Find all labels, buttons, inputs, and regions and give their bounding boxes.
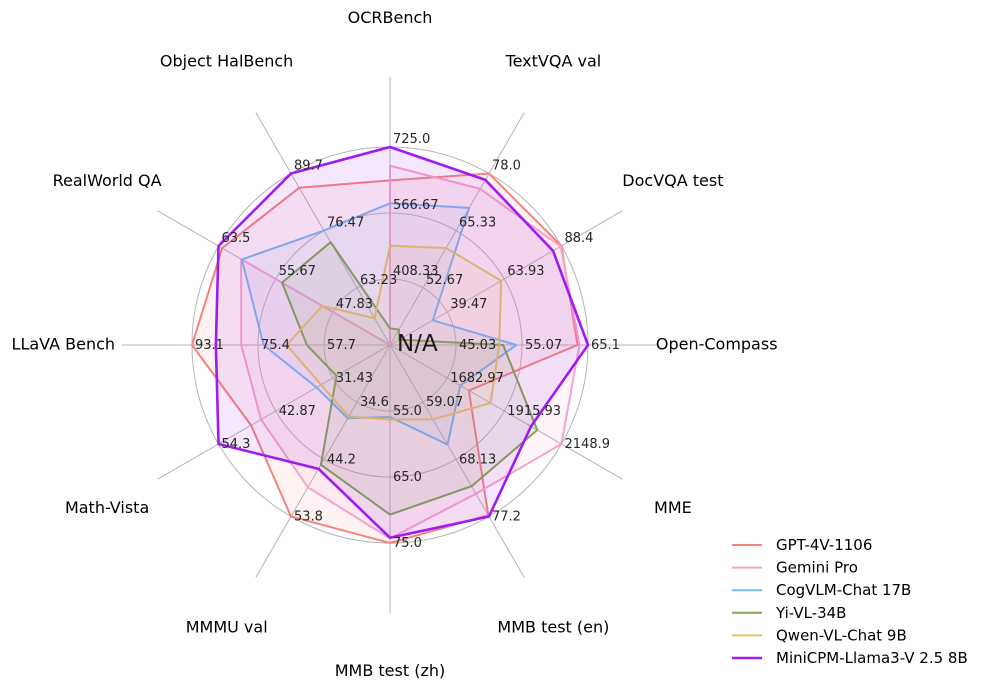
legend-label-qwen-vl-chat-9b: Qwen-VL-Chat 9B: [776, 626, 907, 644]
tick-label-object-halbench-1: 63.23: [360, 273, 397, 288]
axis-label-textvqa-val: TextVQA val: [505, 52, 602, 71]
axis-label-llava-bench: LLaVA Bench: [12, 335, 115, 354]
tick-label-mme-2: 1915.93: [507, 404, 561, 419]
tick-label-docvqa-test-2: 63.93: [507, 264, 544, 279]
tick-label-docvqa-test-1: 39.47: [450, 297, 487, 312]
axis-spoke-mme: [389, 344, 623, 480]
axis-spoke-mmb-test-en: [389, 344, 525, 578]
tick-label-mme-3: 2148.9: [565, 437, 611, 452]
tick-label-textvqa-val-1: 52.67: [426, 273, 463, 288]
axis-label-mme: MME: [654, 498, 692, 517]
axis-labels-group: OCRBench TextVQA val DocVQA test Open-Compa…: [12, 8, 778, 680]
tick-label-math-vista-1: 31.43: [336, 371, 373, 386]
tick-labels-group: 408.33 566.67 725.0 52.67 65.33 78.0 39.47 63.9…: [195, 132, 620, 551]
tick-label-llava-bench-3: 93.1: [195, 338, 224, 353]
axis-label-ocrbench: OCRBench: [348, 8, 433, 27]
tick-label-open-compass-3: 65.1: [591, 338, 620, 353]
tick-label-math-vista-2: 42.87: [279, 404, 316, 419]
tick-label-realworld-qa-2: 55.67: [279, 264, 316, 279]
series-polygon-minicpm-llama3-v-2-5-8b: [214, 145, 590, 540]
axis-spoke-docvqa-test: [389, 210, 623, 346]
tick-label-object-halbench-2: 76.47: [327, 216, 364, 231]
tick-label-mmb-test-en-3: 77.2: [492, 510, 521, 525]
legend-label-gpt-4v-1106: GPT-4V-1106: [776, 536, 872, 554]
axis-label-math-vista: Math-Vista: [65, 498, 149, 517]
tick-label-textvqa-val-3: 78.0: [492, 159, 521, 174]
legend-label-cogvlm-chat-17b: CogVLM-Chat 17B: [776, 581, 911, 599]
tick-label-ocrbench-3: 725.0: [393, 132, 430, 147]
tick-label-mme-1: 1682.97: [450, 371, 504, 386]
tick-label-docvqa-test-3: 88.4: [565, 231, 594, 246]
tick-label-mmb-test-zh-2: 65.0: [393, 470, 422, 485]
axis-label-open-compass: Open-Compass: [656, 335, 778, 354]
series-polygon-cogvlm-chat-17b: [240, 202, 518, 446]
legend-label-yi-vl-34b: Yi-VL-34B: [775, 604, 846, 622]
tick-label-object-halbench-3: 89.7: [294, 159, 323, 174]
tick-label-open-compass-1: 45.03: [459, 338, 496, 353]
legend-label-gemini-pro: Gemini Pro: [776, 559, 858, 577]
axis-spoke-object-halbench: [255, 112, 391, 346]
tick-label-ocrbench-1: 408.33: [393, 264, 439, 279]
axis-label-mmb-test-zh: MMB test (zh): [335, 661, 446, 680]
tick-label-llava-bench-2: 75.4: [261, 338, 290, 353]
axis-spoke-mmmu-val: [255, 344, 391, 578]
axis-label-mmb-test-en: MMB test (en): [497, 617, 609, 636]
tick-label-mmmu-val-1: 34.6: [360, 395, 389, 410]
legend: GPT-4V-1106 Gemini Pro CogVLM-Chat 17B Yi-V…: [732, 536, 968, 667]
tick-label-textvqa-val-2: 65.33: [459, 216, 496, 231]
series-polygon-yi-vl-34b: [281, 241, 539, 516]
axis-spoke-textvqa-val: [389, 112, 525, 346]
tick-label-mmmu-val-3: 53.8: [294, 510, 323, 525]
series-polygon-qwen-vl-chat-9b: [285, 244, 503, 421]
center-na-label: N/A: [397, 331, 438, 357]
tick-label-mmb-test-en-2: 68.13: [459, 452, 496, 467]
axis-label-object-halbench: Object HalBench: [160, 52, 293, 71]
axis-label-realworld-qa: RealWorld QA: [53, 171, 162, 190]
tick-label-mmb-test-en-1: 59.07: [426, 395, 463, 410]
legend-label-minicpm-llama3-v-2-5-8b: MiniCPM-Llama3-V 2.5 8B: [776, 649, 968, 667]
tick-label-ocrbench-2: 566.67: [393, 198, 439, 213]
tick-label-realworld-qa-3: 63.5: [222, 231, 251, 246]
tick-label-mmb-test-zh-1: 55.0: [393, 404, 422, 419]
tick-label-math-vista-3: 54.3: [222, 437, 251, 452]
axis-spoke-math-vista: [157, 344, 391, 480]
tick-label-mmmu-val-2: 44.2: [327, 452, 356, 467]
axis-label-mmmu-val: MMMU val: [186, 617, 268, 636]
axis-label-docvqa-test: DocVQA test: [622, 171, 723, 190]
tick-label-mmb-test-zh-3: 75.0: [393, 536, 422, 551]
series-group: [191, 145, 590, 544]
tick-label-open-compass-2: 55.07: [525, 338, 562, 353]
tick-label-realworld-qa-1: 47.83: [336, 297, 373, 312]
tick-label-llava-bench-1: 57.7: [327, 338, 356, 353]
